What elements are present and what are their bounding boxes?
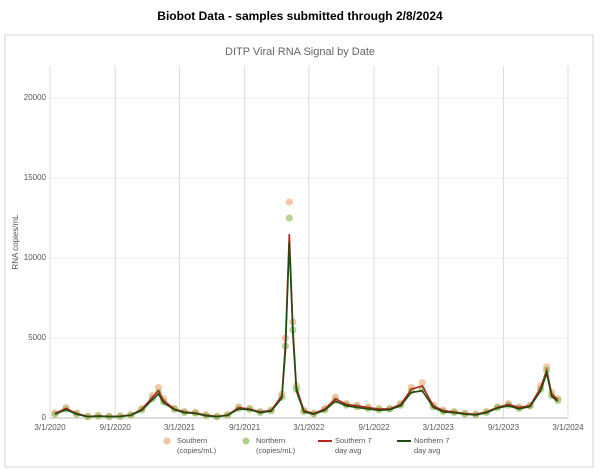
legend-label: Southern 7 day avg — [335, 436, 372, 455]
x-tick-label: 3/1/2021 — [164, 423, 196, 432]
point — [418, 379, 426, 387]
y-tick-label: 5000 — [28, 333, 46, 342]
page-title: Biobot Data - samples submitted through … — [157, 9, 443, 23]
x-tick-label: 9/1/2022 — [358, 423, 390, 432]
y-tick-label: 15000 — [24, 173, 47, 182]
y-axis-label: RNA copies/mL — [11, 214, 20, 270]
y-tick-label: 0 — [42, 413, 47, 422]
y-tick-label: 20000 — [24, 93, 47, 102]
legend-dot — [242, 437, 250, 445]
legend-item: Southern 7 day avg — [318, 436, 383, 456]
x-tick-label: 9/1/2023 — [488, 423, 520, 432]
legend-label: Northern (copies/mL) — [256, 436, 296, 455]
legend: Southern (copies/mL) Northern (copies/mL)… — [160, 436, 462, 456]
legend-label: Southern (copies/mL) — [177, 436, 217, 455]
x-tick-label: 3/1/2023 — [423, 423, 455, 432]
y-tick-label: 10000 — [24, 253, 47, 262]
line — [54, 241, 559, 418]
legend-swatch — [397, 440, 411, 442]
point — [285, 198, 293, 206]
x-tick-label: 3/1/2022 — [293, 423, 325, 432]
x-tick-label: 3/1/2020 — [34, 423, 66, 432]
chart-title: DITP Viral RNA Signal by Date — [225, 46, 375, 58]
legend-item: Northern 7 day avg — [397, 436, 462, 456]
legend-swatch — [242, 437, 250, 445]
x-tick-label: 9/1/2021 — [229, 423, 261, 432]
point — [285, 214, 293, 222]
legend-swatch — [163, 437, 171, 445]
legend-dot — [163, 437, 171, 445]
x-tick-label: 9/1/2020 — [100, 423, 132, 432]
legend-item: Southern (copies/mL) — [160, 436, 225, 456]
x-tick-label: 3/1/2024 — [552, 423, 584, 432]
legend-item: Northern (copies/mL) — [239, 436, 304, 456]
legend-swatch — [318, 440, 332, 442]
legend-label: Northern 7 day avg — [414, 436, 450, 455]
chart-frame — [4, 34, 594, 468]
